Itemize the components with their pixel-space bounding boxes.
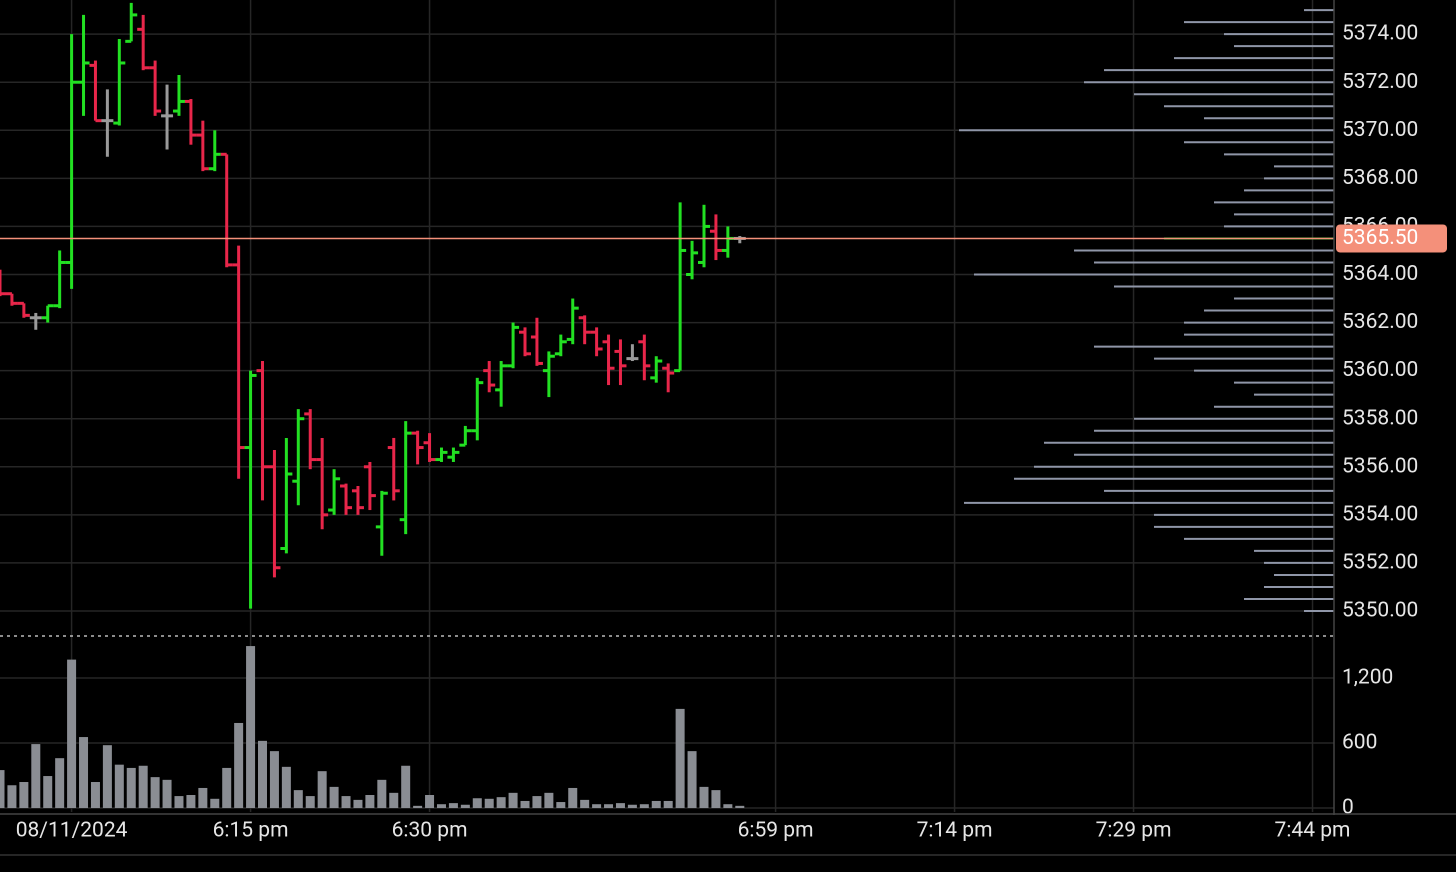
volume-bar: [269, 751, 279, 808]
volume-bar: [735, 805, 745, 808]
volume-bar: [234, 722, 244, 808]
volume-bar: [425, 795, 435, 808]
x-tick-label: 08/11/2024: [16, 819, 128, 843]
volume-bar: [162, 779, 172, 808]
x-tick-label: 6:15 pm: [213, 819, 289, 843]
volume-bar: [472, 798, 482, 808]
volume-bar: [639, 804, 649, 808]
y-tick-label: 5370.00: [1342, 118, 1418, 142]
volume-bar: [305, 796, 315, 808]
y-tick-label: 5358.00: [1342, 406, 1418, 430]
volume-bar: [723, 804, 733, 808]
volume-bar: [436, 804, 446, 808]
volume-bar: [496, 797, 506, 808]
volume-bar: [353, 799, 363, 808]
y-tick-label: 5354.00: [1342, 502, 1418, 526]
volume-bar: [222, 767, 232, 808]
x-tick-label: 6:59 pm: [738, 819, 814, 843]
volume-bar: [258, 740, 268, 808]
volume-bar: [67, 659, 77, 808]
volume-bar: [711, 790, 721, 808]
volume-bar: [675, 708, 685, 808]
volume-bar: [329, 786, 339, 808]
labels: 5350.00 5352.00 5354.00 5356.00 5358.00 5360.…: [16, 22, 1447, 843]
volume-bar: [389, 792, 399, 808]
x-tick-label: 6:30 pm: [392, 819, 468, 843]
volume-bar: [55, 758, 65, 808]
y-tick-label: 5368.00: [1342, 166, 1418, 190]
x-tick-label: 7:44 pm: [1275, 819, 1351, 843]
volume-bar: [341, 796, 351, 808]
volume-bar: [138, 765, 148, 808]
volume-bar: [651, 800, 661, 808]
marks: [0, 2, 1334, 808]
last-price-label: 5365.50: [1342, 226, 1418, 250]
volume-bar: [210, 798, 220, 808]
volume-bar: [31, 744, 41, 808]
y-tick-label: 5360.00: [1342, 358, 1418, 382]
y-tick-label: 5352.00: [1342, 550, 1418, 574]
volume-profile: [959, 9, 1334, 613]
volume-bar: [365, 795, 375, 808]
volume-bar: [532, 796, 542, 808]
volume-bar: [281, 766, 291, 808]
volume-bar: [43, 776, 53, 808]
volume-bar: [580, 799, 590, 808]
volume-bar: [615, 803, 625, 808]
volume-bar: [484, 798, 494, 808]
volume-bar: [401, 765, 411, 808]
volume-bar: [7, 785, 17, 808]
volume-bar: [544, 792, 554, 808]
volume-bar: [460, 804, 470, 808]
volume-bar: [0, 770, 5, 808]
volume-bar: [150, 777, 160, 808]
y-tick-label: 5350.00: [1342, 599, 1418, 623]
volume-bar: [556, 802, 566, 808]
volume-bar: [520, 800, 530, 808]
volume-bar: [198, 787, 208, 808]
y-tick-label: 5362.00: [1342, 310, 1418, 334]
volume-bar: [627, 804, 637, 808]
volume-bar: [293, 790, 303, 808]
volume-bar: [508, 792, 518, 808]
volume-bar: [377, 779, 387, 808]
volume-bar: [246, 646, 256, 808]
volume-bar: [126, 767, 136, 808]
volume-bar: [448, 803, 458, 808]
volume-bar: [592, 804, 602, 808]
volume-bar: [317, 771, 327, 808]
y-tick-label: 5372.00: [1342, 70, 1418, 94]
volume-bar: [699, 786, 709, 808]
volume-bar: [79, 737, 89, 808]
y-tick-label: 600: [1342, 731, 1377, 755]
y-tick-label: 0: [1342, 796, 1354, 820]
y-tick-label: 5374.00: [1342, 22, 1418, 46]
volume-bar: [186, 795, 196, 808]
volume-bar: [174, 796, 184, 808]
volume-bar: [19, 782, 29, 808]
last-price-tag: [1336, 224, 1447, 253]
volume-bar: [604, 804, 614, 808]
volume-bar: [568, 787, 578, 808]
volume-bar: [413, 805, 423, 808]
y-tick-label: 5356.00: [1342, 454, 1418, 478]
x-tick-label: 7:14 pm: [917, 819, 993, 843]
volume-bar: [663, 800, 673, 808]
volume-bar: [102, 745, 112, 808]
x-tick-label: 7:29 pm: [1096, 819, 1172, 843]
volume-bar: [114, 764, 124, 808]
y-tick-label: 1,200: [1342, 666, 1393, 690]
y-tick-label: 5364.00: [1342, 262, 1418, 286]
volume-bar: [687, 751, 697, 808]
volume-bar: [90, 782, 100, 808]
